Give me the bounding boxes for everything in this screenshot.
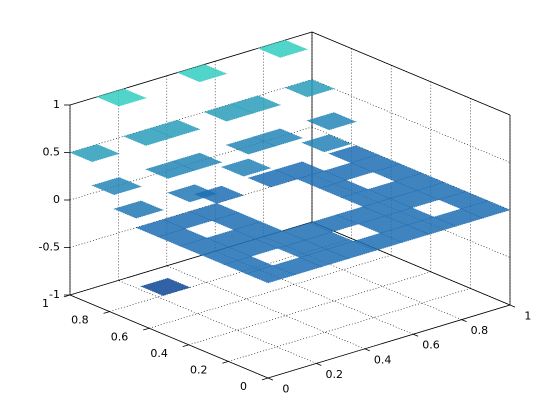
grid-line (149, 254, 392, 329)
tick-mark (413, 333, 419, 337)
y-tick-label: 0.6 (111, 330, 129, 343)
tick-mark (316, 363, 322, 366)
point (306, 112, 357, 131)
y-tick-label: 0.8 (71, 314, 89, 327)
point (230, 95, 282, 114)
grid-line (267, 304, 511, 379)
z-tick-label: -0.5 (39, 241, 60, 254)
z-tick-label: 1 (53, 98, 60, 111)
point (140, 277, 191, 296)
point (91, 177, 142, 196)
axis-edge (311, 221, 511, 306)
x-tick-label: 0.4 (374, 353, 392, 366)
point (113, 200, 164, 219)
tick-mark (267, 377, 274, 381)
grid-line (228, 288, 471, 362)
tick-mark (222, 361, 229, 364)
x-tick-label: 0.8 (471, 324, 489, 337)
point (69, 144, 120, 163)
point (176, 64, 228, 83)
z-tick-label: 0.5 (43, 146, 61, 159)
tick-mark (461, 319, 467, 323)
point (252, 128, 304, 147)
point (193, 185, 245, 204)
x-tick-label: 0 (282, 382, 289, 395)
point (460, 200, 511, 219)
tick-mark (364, 348, 370, 352)
grid-line (69, 79, 313, 153)
tick-mark (261, 377, 269, 381)
tick-mark (509, 304, 516, 308)
tick-mark (182, 344, 189, 348)
point (257, 39, 309, 58)
tick-mark (103, 311, 110, 314)
point (220, 158, 272, 177)
point (284, 79, 335, 98)
point (149, 119, 201, 138)
y-tick-label: 0.4 (150, 347, 168, 360)
point (96, 88, 147, 107)
x-tick-label: 0.2 (325, 368, 343, 381)
grid-line (118, 280, 317, 364)
z-tick-label: -1 (49, 288, 60, 301)
x-tick-label: 1 (524, 309, 531, 322)
axis-edge (311, 31, 511, 116)
y-tick-label: 0.2 (190, 364, 208, 377)
x-tick-label: 0.6 (422, 339, 440, 352)
tick-mark (143, 327, 150, 331)
grid-line (188, 271, 431, 346)
z-tick-label: 0 (53, 193, 60, 206)
point (171, 152, 223, 171)
axis-edge (69, 294, 269, 379)
y-tick-label: 0 (240, 380, 247, 393)
y-tick-label: 1 (42, 297, 49, 310)
point (301, 134, 352, 153)
